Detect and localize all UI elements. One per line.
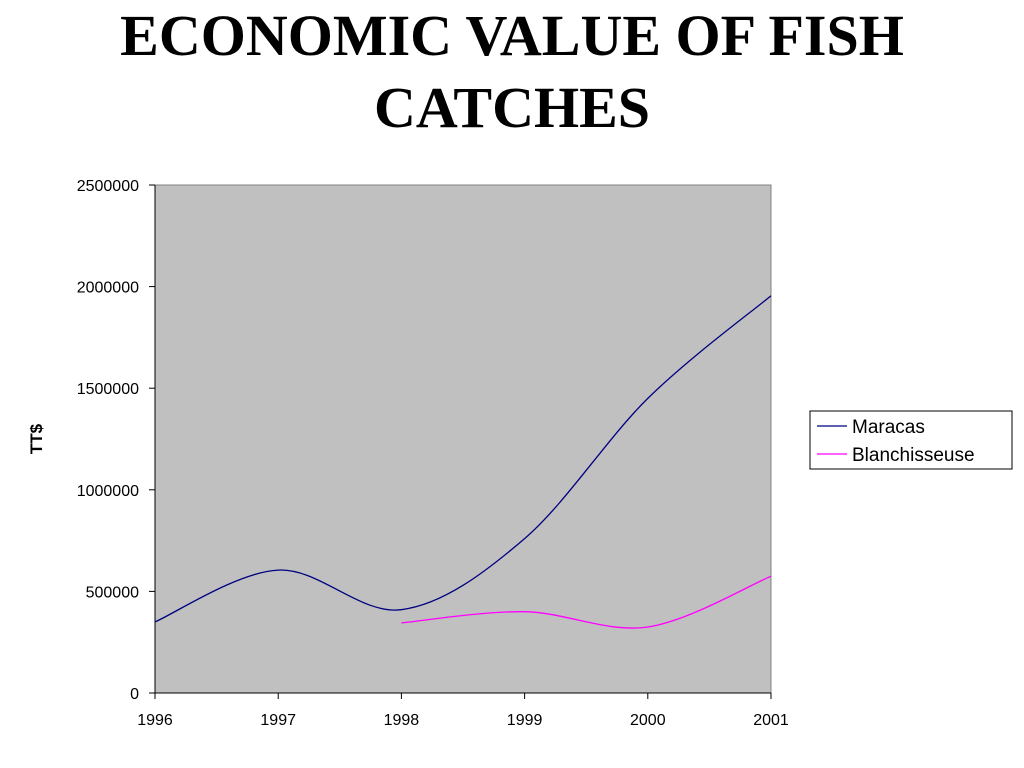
x-tick-label: 1999 bbox=[507, 712, 543, 729]
plot-area bbox=[154, 184, 772, 694]
x-tick-label: 2001 bbox=[753, 712, 789, 729]
y-tick-label: 1500000 bbox=[77, 381, 139, 398]
chart-title-line-1: ECONOMIC VALUE OF FISH bbox=[120, 3, 904, 68]
y-axis-label: TT$ bbox=[27, 423, 46, 454]
y-axis: 0 500000 1000000 1500000 2000000 2500000 bbox=[77, 178, 156, 703]
legend-label-blanchisseuse: Blanchisseuse bbox=[852, 445, 975, 466]
y-tick-label: 0 bbox=[130, 686, 139, 703]
series-line-blanchisseuse bbox=[401, 575, 772, 629]
legend-box bbox=[809, 410, 1013, 470]
y-tick-label: 500000 bbox=[86, 584, 139, 601]
x-tick-label: 1998 bbox=[384, 712, 420, 729]
legend-label-maracas: Maracas bbox=[852, 417, 925, 438]
x-tick-label: 2000 bbox=[630, 712, 666, 729]
x-tick-label: 1997 bbox=[260, 712, 296, 729]
y-tick-label: 2000000 bbox=[77, 280, 139, 297]
legend: Maracas Blanchisseuse bbox=[809, 410, 1013, 470]
chart-title-line-2: CATCHES bbox=[373, 75, 651, 140]
y-tick-label: 1000000 bbox=[77, 483, 139, 500]
x-tick-label: 1996 bbox=[137, 712, 173, 729]
y-tick-label: 2500000 bbox=[77, 178, 139, 195]
series-group bbox=[154, 295, 772, 629]
series-line-maracas bbox=[154, 295, 772, 623]
x-axis: 1996 1997 1998 1999 2000 2001 bbox=[137, 692, 789, 729]
chart-title: ECONOMIC VALUE OF FISH CATCHES bbox=[0, 0, 1024, 144]
